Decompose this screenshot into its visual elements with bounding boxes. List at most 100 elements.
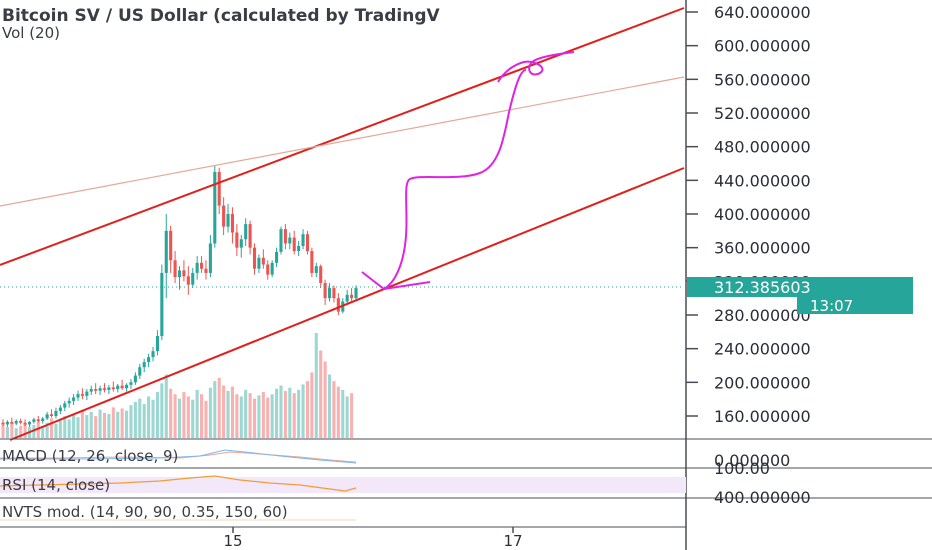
volume-bar [58, 420, 62, 438]
candle-body [98, 388, 102, 391]
rsi-pane[interactable] [0, 475, 686, 493]
volume-bar [155, 392, 159, 438]
volume-bar [19, 425, 23, 438]
candle-body [125, 384, 129, 389]
candle-body [244, 224, 248, 240]
countdown-value: 13:07 [810, 297, 853, 315]
candle-body [327, 288, 332, 299]
volume-bar [345, 396, 349, 438]
rsi-legend[interactable]: RSI (14, close) [2, 476, 110, 494]
hand-drawn-arrow-head[interactable] [497, 51, 575, 83]
channel-lower-line[interactable] [9, 167, 685, 441]
candle-body [72, 397, 76, 401]
volume-bar [98, 409, 102, 438]
volume-bar [169, 388, 173, 438]
candle-body [67, 400, 71, 404]
volume-bar [252, 398, 257, 438]
candle-body [36, 419, 40, 422]
candle-body [41, 418, 45, 422]
candle-body [266, 264, 270, 275]
volume-bar [239, 396, 243, 438]
volume-bar [94, 416, 98, 438]
candle-body [133, 375, 137, 383]
candle-body [350, 294, 354, 299]
candle-body [204, 268, 208, 273]
price-tick-label: 480.000000 [714, 138, 811, 157]
volume-bar [319, 350, 323, 438]
volume-bar [305, 381, 310, 438]
volume-bar [147, 396, 151, 438]
volume-bar [138, 398, 142, 438]
price-tick-label: 280.000000 [714, 306, 811, 325]
volume-bar [226, 390, 230, 438]
drawings-layer[interactable] [0, 7, 685, 441]
candle-body [89, 389, 93, 392]
volume-bar [5, 427, 9, 438]
volume-bar [297, 389, 301, 438]
volume-bar [323, 361, 327, 438]
volume-bar [45, 422, 49, 438]
volume-bar [327, 374, 332, 438]
candle-body [257, 257, 261, 269]
nvts-axis-label: 400.000000 [714, 488, 811, 507]
volume-bar [310, 372, 314, 438]
chart-title[interactable]: Bitcoin SV / US Dollar (calculated by Tr… [2, 6, 441, 26]
candle-body [32, 419, 36, 422]
candle-body [155, 336, 159, 352]
volume-bar [182, 392, 186, 438]
candle-body [1, 422, 5, 425]
candle-body [226, 214, 230, 227]
candle-body [107, 387, 111, 390]
volume-bar [350, 393, 354, 438]
volume-bar [204, 400, 208, 438]
macd-pane[interactable] [0, 449, 357, 464]
volume-bar [41, 425, 45, 438]
rsi-line [0, 475, 357, 492]
trendline[interactable] [0, 76, 685, 207]
volume-bar [266, 397, 270, 438]
candle-body [222, 205, 226, 227]
candle-body [54, 410, 58, 416]
volume-bar [341, 389, 345, 438]
rsi-axis-label: 100.00 [714, 459, 770, 478]
candle-body [45, 414, 49, 419]
volume-bar [191, 399, 195, 438]
candle-body [305, 234, 310, 252]
candle-body [76, 394, 80, 398]
volume-bar [235, 394, 239, 438]
candle-body [288, 237, 292, 244]
volume-bar [89, 411, 93, 438]
price-tick-label: 520.000000 [714, 104, 811, 123]
volume-bar [270, 394, 274, 438]
volume-bar [10, 422, 14, 438]
nvts-legend[interactable]: NVTS mod. (14, 90, 90, 0.35, 150, 60) [2, 503, 288, 521]
candle-body [248, 224, 252, 248]
candle-body [354, 288, 358, 299]
hand-drawn-arrow-path[interactable] [361, 69, 527, 291]
price-tick-label: 560.000000 [714, 70, 811, 89]
candle-body [116, 385, 120, 390]
price-axis[interactable]: 640.000000 600.000000 560.000000 520.000000… [686, 3, 811, 426]
volume-bar [116, 411, 120, 438]
volume-bar [85, 415, 89, 438]
candle-body [111, 387, 115, 390]
volume-bar [173, 394, 177, 438]
volume-bar [261, 392, 265, 438]
volume-bar [129, 405, 133, 438]
volume-bar [72, 413, 76, 438]
volume-legend[interactable]: Vol (20) [2, 24, 60, 42]
countdown-badge [797, 296, 913, 314]
volume-bar [133, 401, 137, 438]
channel-upper-line[interactable] [0, 7, 685, 266]
volume-bar [107, 413, 111, 438]
volume-bar [332, 381, 336, 438]
time-axis[interactable]: 15 17 [223, 527, 523, 550]
volume-bar [80, 410, 84, 438]
volume-bar [1, 424, 5, 438]
macd-legend[interactable]: MACD (12, 26, close, 9) [2, 447, 178, 465]
volume-bar [213, 381, 217, 438]
price-tick-label: 160.000000 [714, 407, 811, 426]
price-tick-label: 640.000000 [714, 3, 811, 22]
volume-bar [14, 428, 18, 438]
